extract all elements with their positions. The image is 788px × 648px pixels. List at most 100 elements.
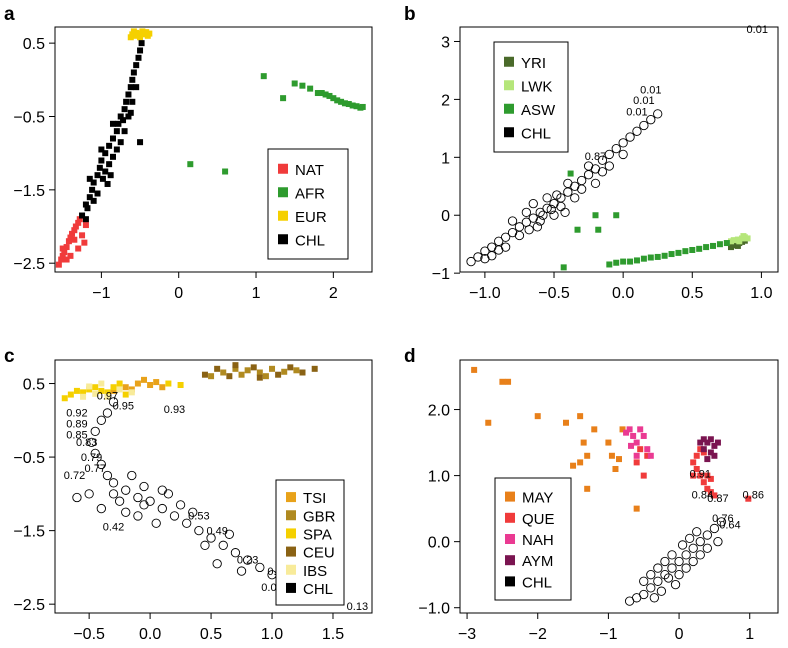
point-chl <box>108 397 119 407</box>
point-aym <box>711 452 718 459</box>
y-tick-label: 3 <box>441 34 450 51</box>
point-asw <box>723 240 730 247</box>
point-chl <box>667 563 677 573</box>
legend-swatch-ibs <box>286 564 296 575</box>
data-annotation: 0.49 <box>206 525 227 537</box>
data-annotation: 0.83 <box>76 437 97 449</box>
legend-label-que: QUE <box>522 511 555 528</box>
point-chl <box>79 212 86 219</box>
point-chl <box>500 242 511 252</box>
data-annotation: 0.85 <box>66 430 87 442</box>
point-chl <box>639 120 649 131</box>
point-nat <box>82 222 89 229</box>
point-chl <box>563 187 573 197</box>
point-chl <box>688 543 698 553</box>
point-may <box>633 505 640 512</box>
point-chl <box>632 126 642 136</box>
point-chl <box>90 426 100 436</box>
point-may <box>619 426 626 433</box>
legend-label-eur: EUR <box>295 209 327 226</box>
legend-swatch-yri <box>504 56 514 67</box>
point-chl <box>563 178 573 189</box>
point-chl <box>127 84 134 91</box>
point-gbr <box>244 367 251 374</box>
legend-label-nah: NAH <box>522 532 554 549</box>
point-chl <box>674 556 684 567</box>
point-ibs <box>98 380 105 387</box>
point-ceu <box>214 365 221 372</box>
point-chl <box>639 589 649 600</box>
point-chl <box>552 190 562 200</box>
point-chl <box>94 190 101 197</box>
y-tick-label: −2.5 <box>13 256 45 273</box>
x-tick-label: −1.0 <box>469 285 501 302</box>
point-chl <box>133 62 140 69</box>
point-nat <box>63 244 70 251</box>
point-chl <box>127 470 137 481</box>
point-afr <box>341 100 348 107</box>
point-chl <box>206 533 216 543</box>
point-ibs <box>86 383 93 390</box>
point-chl <box>639 576 649 586</box>
legend-d: MAY QUE NAH AYM CHL <box>494 477 572 601</box>
y-tick-label: −1 <box>432 266 450 283</box>
point-ceu <box>201 371 208 378</box>
point-spa <box>92 384 99 391</box>
legend-swatch-may <box>505 491 515 502</box>
y-tick-label: 0 <box>441 208 450 225</box>
point-que <box>633 459 640 466</box>
point-chl <box>230 548 241 558</box>
point-chl <box>151 518 161 528</box>
point-aym <box>714 439 721 446</box>
point-asw <box>696 245 703 252</box>
point-may <box>608 452 615 459</box>
point-chl <box>577 184 587 194</box>
point-gbr <box>262 373 269 380</box>
point-chl <box>120 117 127 124</box>
point-nah <box>647 452 654 459</box>
point-spa <box>73 387 80 394</box>
point-chl <box>560 207 570 217</box>
point-chl <box>96 503 106 514</box>
point-chl <box>86 437 97 448</box>
point-eur <box>143 29 150 36</box>
y-tick-label: −2.5 <box>13 597 45 614</box>
legend-swatch-aym <box>505 555 515 566</box>
point-chl <box>681 550 691 560</box>
point-afr <box>260 73 267 80</box>
point-chl <box>86 175 93 182</box>
point-chl <box>583 170 594 180</box>
point-may <box>580 439 587 446</box>
point-nat <box>55 261 62 268</box>
y-tick-label: 1 <box>441 150 450 167</box>
point-ceu <box>256 374 263 381</box>
point-may <box>563 419 569 426</box>
point-spa <box>104 389 111 396</box>
point-chl <box>473 252 483 262</box>
data-annotation: 0.01 <box>633 95 654 107</box>
point-afr <box>359 103 366 110</box>
x-tick-label: 0.5 <box>200 626 222 643</box>
x-tick-label: 1 <box>745 626 754 643</box>
point-chl <box>99 175 106 182</box>
marks-a <box>55 28 366 268</box>
panel-label-a: a <box>4 4 15 25</box>
point-may <box>612 465 619 472</box>
point-chl <box>674 570 684 580</box>
point-chl <box>121 485 131 495</box>
point-que <box>745 495 752 502</box>
point-chl <box>82 216 89 223</box>
point-gbr <box>281 368 288 375</box>
point-chl <box>102 470 113 481</box>
marks-b <box>466 109 751 271</box>
point-afr <box>326 92 333 99</box>
point-chl <box>649 593 659 603</box>
point-may <box>485 419 492 426</box>
y-tick-label: 0.5 <box>23 36 45 53</box>
point-lwk <box>736 238 743 245</box>
y-tick-label: −1.5 <box>13 524 45 541</box>
point-chl <box>109 153 116 160</box>
point-chl <box>646 115 656 125</box>
point-chl <box>646 570 656 580</box>
point-chl <box>121 507 131 517</box>
